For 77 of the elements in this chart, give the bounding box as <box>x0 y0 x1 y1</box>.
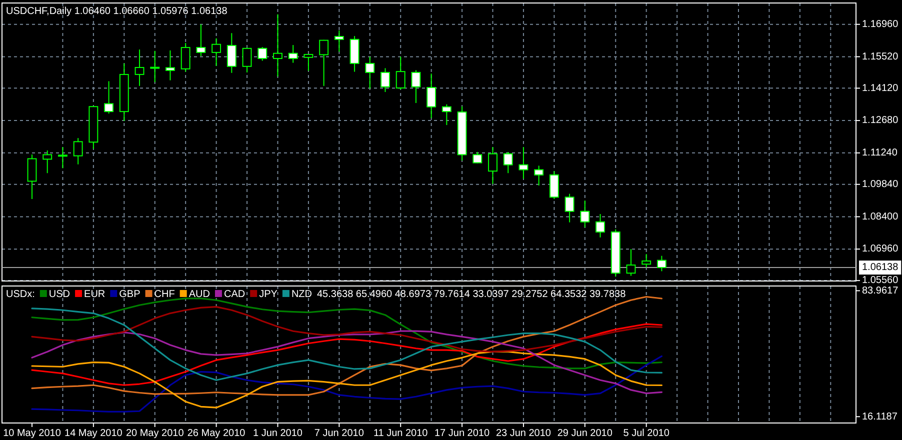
candlestick <box>564 193 574 223</box>
x-tick-label: 26 May 2010 <box>187 428 246 439</box>
candlestick <box>442 104 452 126</box>
candlestick <box>426 73 436 119</box>
candlestick <box>549 170 559 200</box>
x-tick-label: 17 Jun 2010 <box>434 428 490 439</box>
candlestick <box>196 24 206 57</box>
annotation: 45.3638 65.4960 48.6973 79.7614 33.0397 29.2752 64.3532 39.7838 <box>317 289 626 300</box>
candlestick <box>642 254 652 268</box>
candlestick <box>534 165 544 186</box>
candlestick <box>656 255 666 272</box>
line-series <box>31 330 662 394</box>
candlestick <box>365 56 375 90</box>
candlestick <box>518 146 528 180</box>
y-tick-label: 1.06960 <box>862 244 899 255</box>
chart-title: USDCHF,Daily 1.06460 1.06660 1.05976 1.06138 <box>6 6 228 17</box>
x-tick-label: 20 May 2010 <box>126 428 184 439</box>
y-tick-label: 1.12680 <box>862 115 899 126</box>
candlestick <box>166 50 175 81</box>
legend-label: USD <box>48 289 70 300</box>
legend-label: CAD <box>224 289 246 300</box>
candlestick <box>288 44 298 64</box>
y-tick-label: 1.08400 <box>862 211 899 222</box>
y-tick-label: 1.11240 <box>862 148 898 159</box>
candlestick <box>134 49 144 86</box>
candlestick <box>27 154 37 200</box>
line-series <box>31 323 662 386</box>
x-tick-label: 5 Jul 2010 <box>623 428 670 439</box>
legend-label: NZD <box>291 289 312 300</box>
legend-label: EUR <box>84 289 106 300</box>
candlestick <box>319 39 329 86</box>
x-tick-label: 11 Jun 2010 <box>373 428 428 439</box>
candlestick <box>596 214 605 238</box>
chart-title: USDx: <box>6 289 35 300</box>
y-tick-label: 1.16960 <box>862 18 899 30</box>
candlestick <box>580 200 590 228</box>
candlestick <box>58 146 68 169</box>
legend-label: JPY <box>259 289 278 300</box>
candlestick <box>334 30 344 52</box>
x-tick-label: 1 Jun 2010 <box>252 428 303 439</box>
candlestick <box>180 42 190 72</box>
candlestick <box>242 47 252 73</box>
candlestick <box>472 152 482 164</box>
candlestick <box>258 46 268 62</box>
candlestick <box>488 146 498 184</box>
line-series <box>31 308 662 381</box>
candlestick <box>273 14 282 77</box>
x-tick-label: 14 May 2010 <box>64 428 123 439</box>
legend-label: GBP <box>119 289 141 300</box>
candlestick <box>380 68 390 92</box>
legend-label: CHF <box>154 289 175 300</box>
y-tick-label: 1.09840 <box>862 179 899 190</box>
line-series <box>31 306 662 353</box>
ref-line-label: 1.06138 <box>862 262 899 274</box>
candlestick <box>411 70 421 104</box>
x-tick-label: 23 Jun 2010 <box>496 428 552 439</box>
legend-label: AUD <box>188 289 210 300</box>
y-tick-label: 1.05560 <box>862 275 899 286</box>
y-tick-label: 1.14120 <box>862 82 899 94</box>
candlestick <box>104 80 114 114</box>
candlestick <box>42 150 52 174</box>
x-tick-label: 10 May 2010 <box>3 428 62 439</box>
y-tick-label: 1.15520 <box>862 51 899 62</box>
x-tick-label: 7 Jun 2010 <box>314 428 364 439</box>
candlestick <box>73 138 83 165</box>
candlestick <box>396 56 406 90</box>
y-tick-label: 83.9617 <box>862 285 899 296</box>
line-series <box>31 298 662 370</box>
candlestick <box>304 54 314 72</box>
x-tick-label: 29 Jun 2010 <box>557 428 613 439</box>
candlestick <box>150 50 160 83</box>
candlestick <box>503 152 513 174</box>
candlestick <box>226 32 236 74</box>
y-tick-label: 16.1187 <box>862 411 898 422</box>
candlestick <box>212 38 222 66</box>
line-series <box>31 296 662 396</box>
candlestick <box>626 248 636 276</box>
